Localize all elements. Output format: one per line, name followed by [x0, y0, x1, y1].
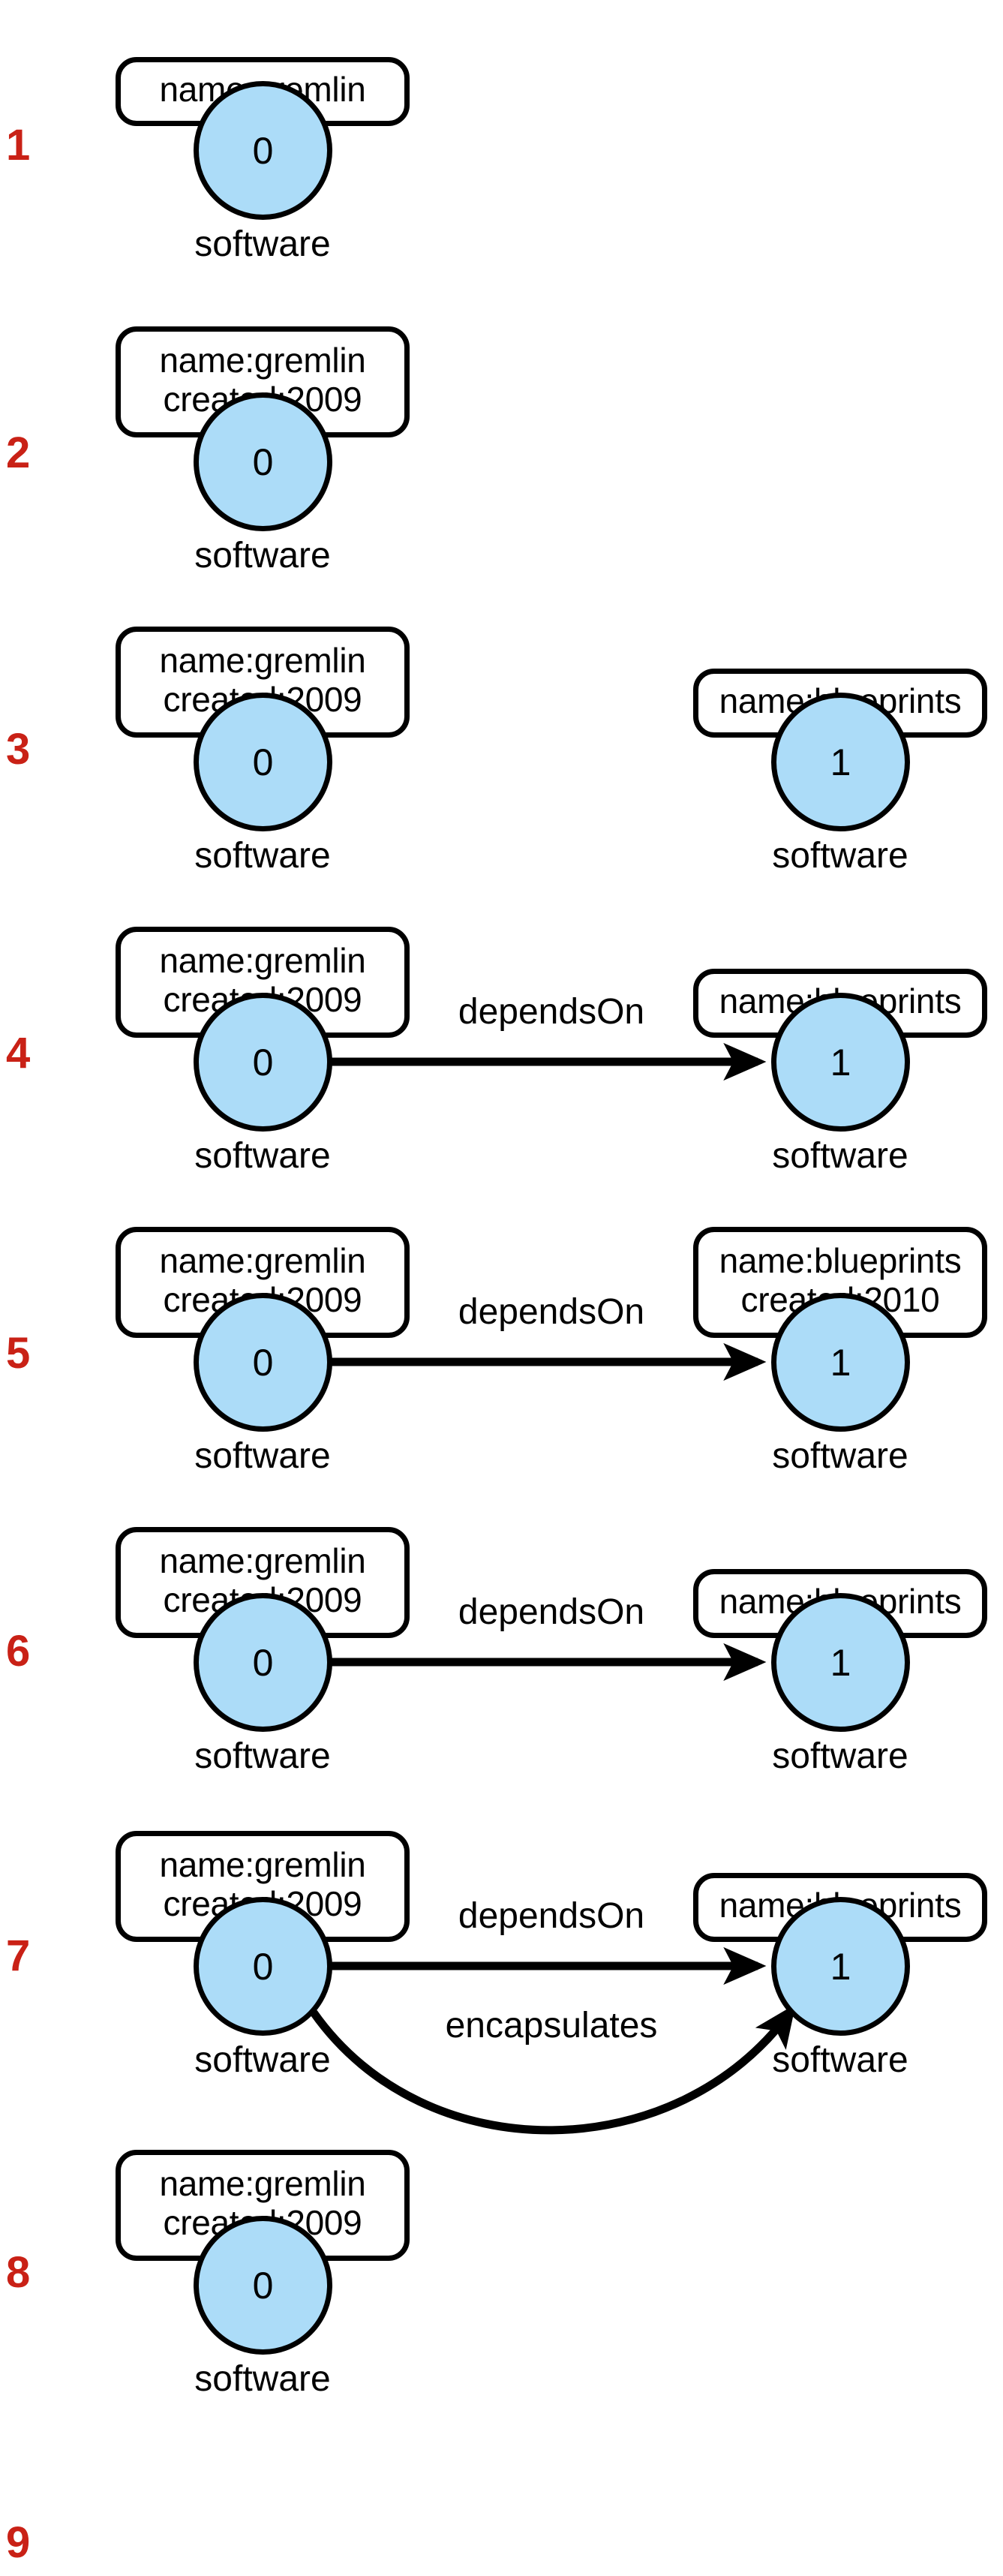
property-line: name:gremlin [159, 1541, 366, 1581]
node-type-label-0: software [194, 1436, 331, 1476]
node-id-label: 0 [252, 741, 274, 783]
step-number-7: 7 [6, 1931, 31, 1980]
node-circle-0[interactable]: 0 [194, 392, 332, 531]
property-line: name:gremlin [159, 341, 366, 380]
node-id-label: 0 [252, 1641, 274, 1684]
node-id-label: 0 [252, 2264, 274, 2307]
edge-label-encapsulates: encapsulates [445, 2006, 658, 2045]
step-number-4: 4 [6, 1029, 31, 1078]
step-number-2: 2 [6, 428, 31, 477]
edge-label-dependson: dependsOn [458, 1896, 645, 1936]
edge-label-dependson: dependsOn [458, 992, 645, 1032]
node-id-label: 1 [830, 1945, 851, 1988]
property-line: name:gremlin [159, 1241, 366, 1281]
node-type-label-1: software [772, 836, 908, 876]
step-number-1: 1 [6, 121, 31, 170]
property-line: name:gremlin [159, 941, 366, 981]
step-number-9: 9 [6, 2518, 31, 2567]
node-type-label-0: software [194, 224, 331, 264]
property-line: name:gremlin [159, 641, 366, 681]
node-circle-0[interactable]: 0 [194, 693, 332, 831]
node-type-label-0: software [194, 2040, 331, 2080]
step-number-8: 8 [6, 2248, 31, 2297]
step-number-3: 3 [6, 725, 31, 774]
node-type-label-1: software [772, 1436, 908, 1476]
node-type-label-1: software [772, 1136, 908, 1176]
node-id-label: 0 [252, 129, 274, 172]
node-type-label-0: software [194, 1736, 331, 1776]
node-id-label: 1 [830, 741, 851, 783]
node-circle-1[interactable]: 1 [771, 693, 910, 831]
step-number-5: 5 [6, 1329, 31, 1378]
node-type-label-0: software [194, 1136, 331, 1176]
node-id-label: 1 [830, 1641, 851, 1684]
node-circle-1[interactable]: 1 [771, 1293, 910, 1432]
node-circle-0[interactable]: 0 [194, 2216, 332, 2355]
node-type-label-1: software [772, 1736, 908, 1776]
node-type-label-0: software [194, 2359, 331, 2399]
node-id-label: 1 [830, 1341, 851, 1384]
property-box-node-0: name:gremlincreated:2009 [116, 326, 410, 437]
node-type-label-0: software [194, 536, 331, 576]
step-number-6: 6 [6, 1627, 31, 1676]
edge-label-dependson: dependsOn [458, 1292, 645, 1332]
node-circle-0[interactable]: 0 [194, 1293, 332, 1432]
node-circle-1[interactable]: 1 [771, 1593, 910, 1732]
node-circle-0[interactable]: 0 [194, 1593, 332, 1732]
node-circle-1[interactable]: 1 [771, 993, 910, 1132]
property-line: name:gremlin [159, 2164, 366, 2204]
node-type-label-0: software [194, 836, 331, 876]
node-circle-0[interactable]: 0 [194, 81, 332, 220]
node-id-label: 1 [830, 1041, 851, 1084]
node-circle-0[interactable]: 0 [194, 1897, 332, 2036]
node-circle-0[interactable]: 0 [194, 993, 332, 1132]
edge-label-dependson: dependsOn [458, 1592, 645, 1632]
node-id-label: 0 [252, 1945, 274, 1988]
property-line: name:gremlin [159, 1845, 366, 1885]
node-id-label: 0 [252, 1341, 274, 1384]
property-box-node-1: name:blueprintscreated:2010 [693, 1227, 987, 1338]
node-id-label: 0 [252, 440, 274, 483]
property-line: name:blueprints [719, 1241, 962, 1281]
node-id-label: 0 [252, 1041, 274, 1084]
